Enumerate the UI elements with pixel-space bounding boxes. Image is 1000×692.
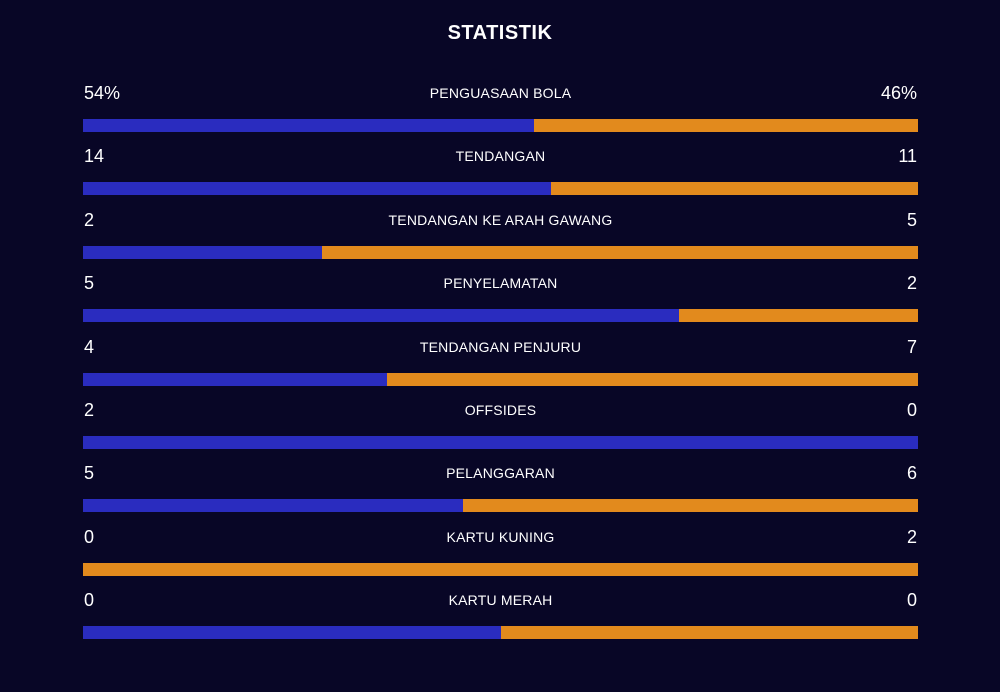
- home-value: 2: [84, 399, 95, 420]
- away-value: 6: [906, 463, 917, 484]
- comparison-bar: [83, 435, 918, 449]
- home-value: 14: [84, 146, 105, 167]
- comparison-bar: [83, 372, 918, 386]
- home-bar-segment: [83, 309, 680, 323]
- stat-label: TENDANGAN: [455, 148, 546, 165]
- stat-row: 2 TENDANGAN KE ARAH GAWANG 5: [83, 207, 918, 270]
- away-bar-segment: [550, 182, 918, 196]
- comparison-bar: [83, 182, 918, 196]
- stat-label: KARTU KUNING: [446, 528, 555, 545]
- away-value: 46%: [880, 83, 917, 103]
- stat-row: 14 TENDANGAN 11: [83, 143, 918, 206]
- comparison-bar: [83, 245, 918, 259]
- away-value: 7: [906, 336, 917, 357]
- away-bar-segment: [679, 309, 918, 323]
- away-value: 0: [906, 590, 917, 611]
- home-bar-segment: [83, 626, 501, 640]
- home-bar-segment: [83, 182, 551, 196]
- comparison-bar: [83, 309, 918, 323]
- home-bar-segment: [83, 499, 463, 513]
- home-value: 0: [84, 590, 95, 611]
- away-bar-segment: [533, 119, 918, 132]
- stat-row: 54% PENGUASAAN BOLA 46%: [83, 80, 918, 143]
- comparison-bar: [83, 562, 918, 576]
- stat-label: PENGUASAAN BOLA: [429, 85, 572, 101]
- away-bar-segment: [83, 562, 918, 576]
- comparison-bar: [83, 119, 918, 132]
- stat-row: 5 PENYELAMATAN 2: [83, 270, 918, 333]
- home-value: 2: [84, 209, 95, 230]
- away-bar-segment: [386, 372, 918, 386]
- comparison-bar: [83, 626, 918, 640]
- comparison-bar: [83, 499, 918, 513]
- away-value: 0: [906, 399, 917, 420]
- home-bar-segment: [83, 119, 534, 132]
- home-value: 5: [84, 463, 95, 484]
- home-bar-segment: [83, 435, 918, 449]
- page-title: STATISTIK: [447, 22, 553, 44]
- stat-label: TENDANGAN PENJURU: [419, 338, 582, 355]
- stat-label: PELANGGARAN: [446, 465, 555, 482]
- away-value: 5: [906, 209, 917, 230]
- away-value: 11: [898, 146, 917, 167]
- home-bar-segment: [83, 245, 322, 259]
- home-value: 54%: [84, 83, 121, 103]
- stats-list: 54% PENGUASAAN BOLA 46% 14 TENDANGAN 11 …: [83, 80, 918, 651]
- stat-label: PENYELAMATAN: [443, 275, 558, 292]
- stat-label: TENDANGAN KE ARAH GAWANG: [388, 211, 613, 228]
- home-bar-segment: [83, 372, 387, 386]
- home-value: 0: [84, 526, 95, 547]
- stat-row: 2 OFFSIDES 0: [83, 397, 918, 460]
- away-bar-segment: [462, 499, 918, 513]
- stat-label: OFFSIDES: [464, 401, 537, 418]
- away-bar-segment: [500, 626, 918, 640]
- away-bar-segment: [321, 245, 918, 259]
- home-value: 4: [84, 336, 95, 357]
- away-value: 2: [906, 526, 917, 547]
- stat-row: 0 KARTU KUNING 2: [83, 524, 918, 587]
- stat-label: KARTU MERAH: [448, 592, 553, 609]
- stat-row: 0 KARTU MERAH 0: [83, 587, 918, 650]
- stat-row: 5 PELANGGARAN 6: [83, 460, 918, 523]
- away-value: 2: [906, 273, 917, 294]
- home-value: 5: [84, 273, 95, 294]
- stat-row: 4 TENDANGAN PENJURU 7: [83, 334, 918, 397]
